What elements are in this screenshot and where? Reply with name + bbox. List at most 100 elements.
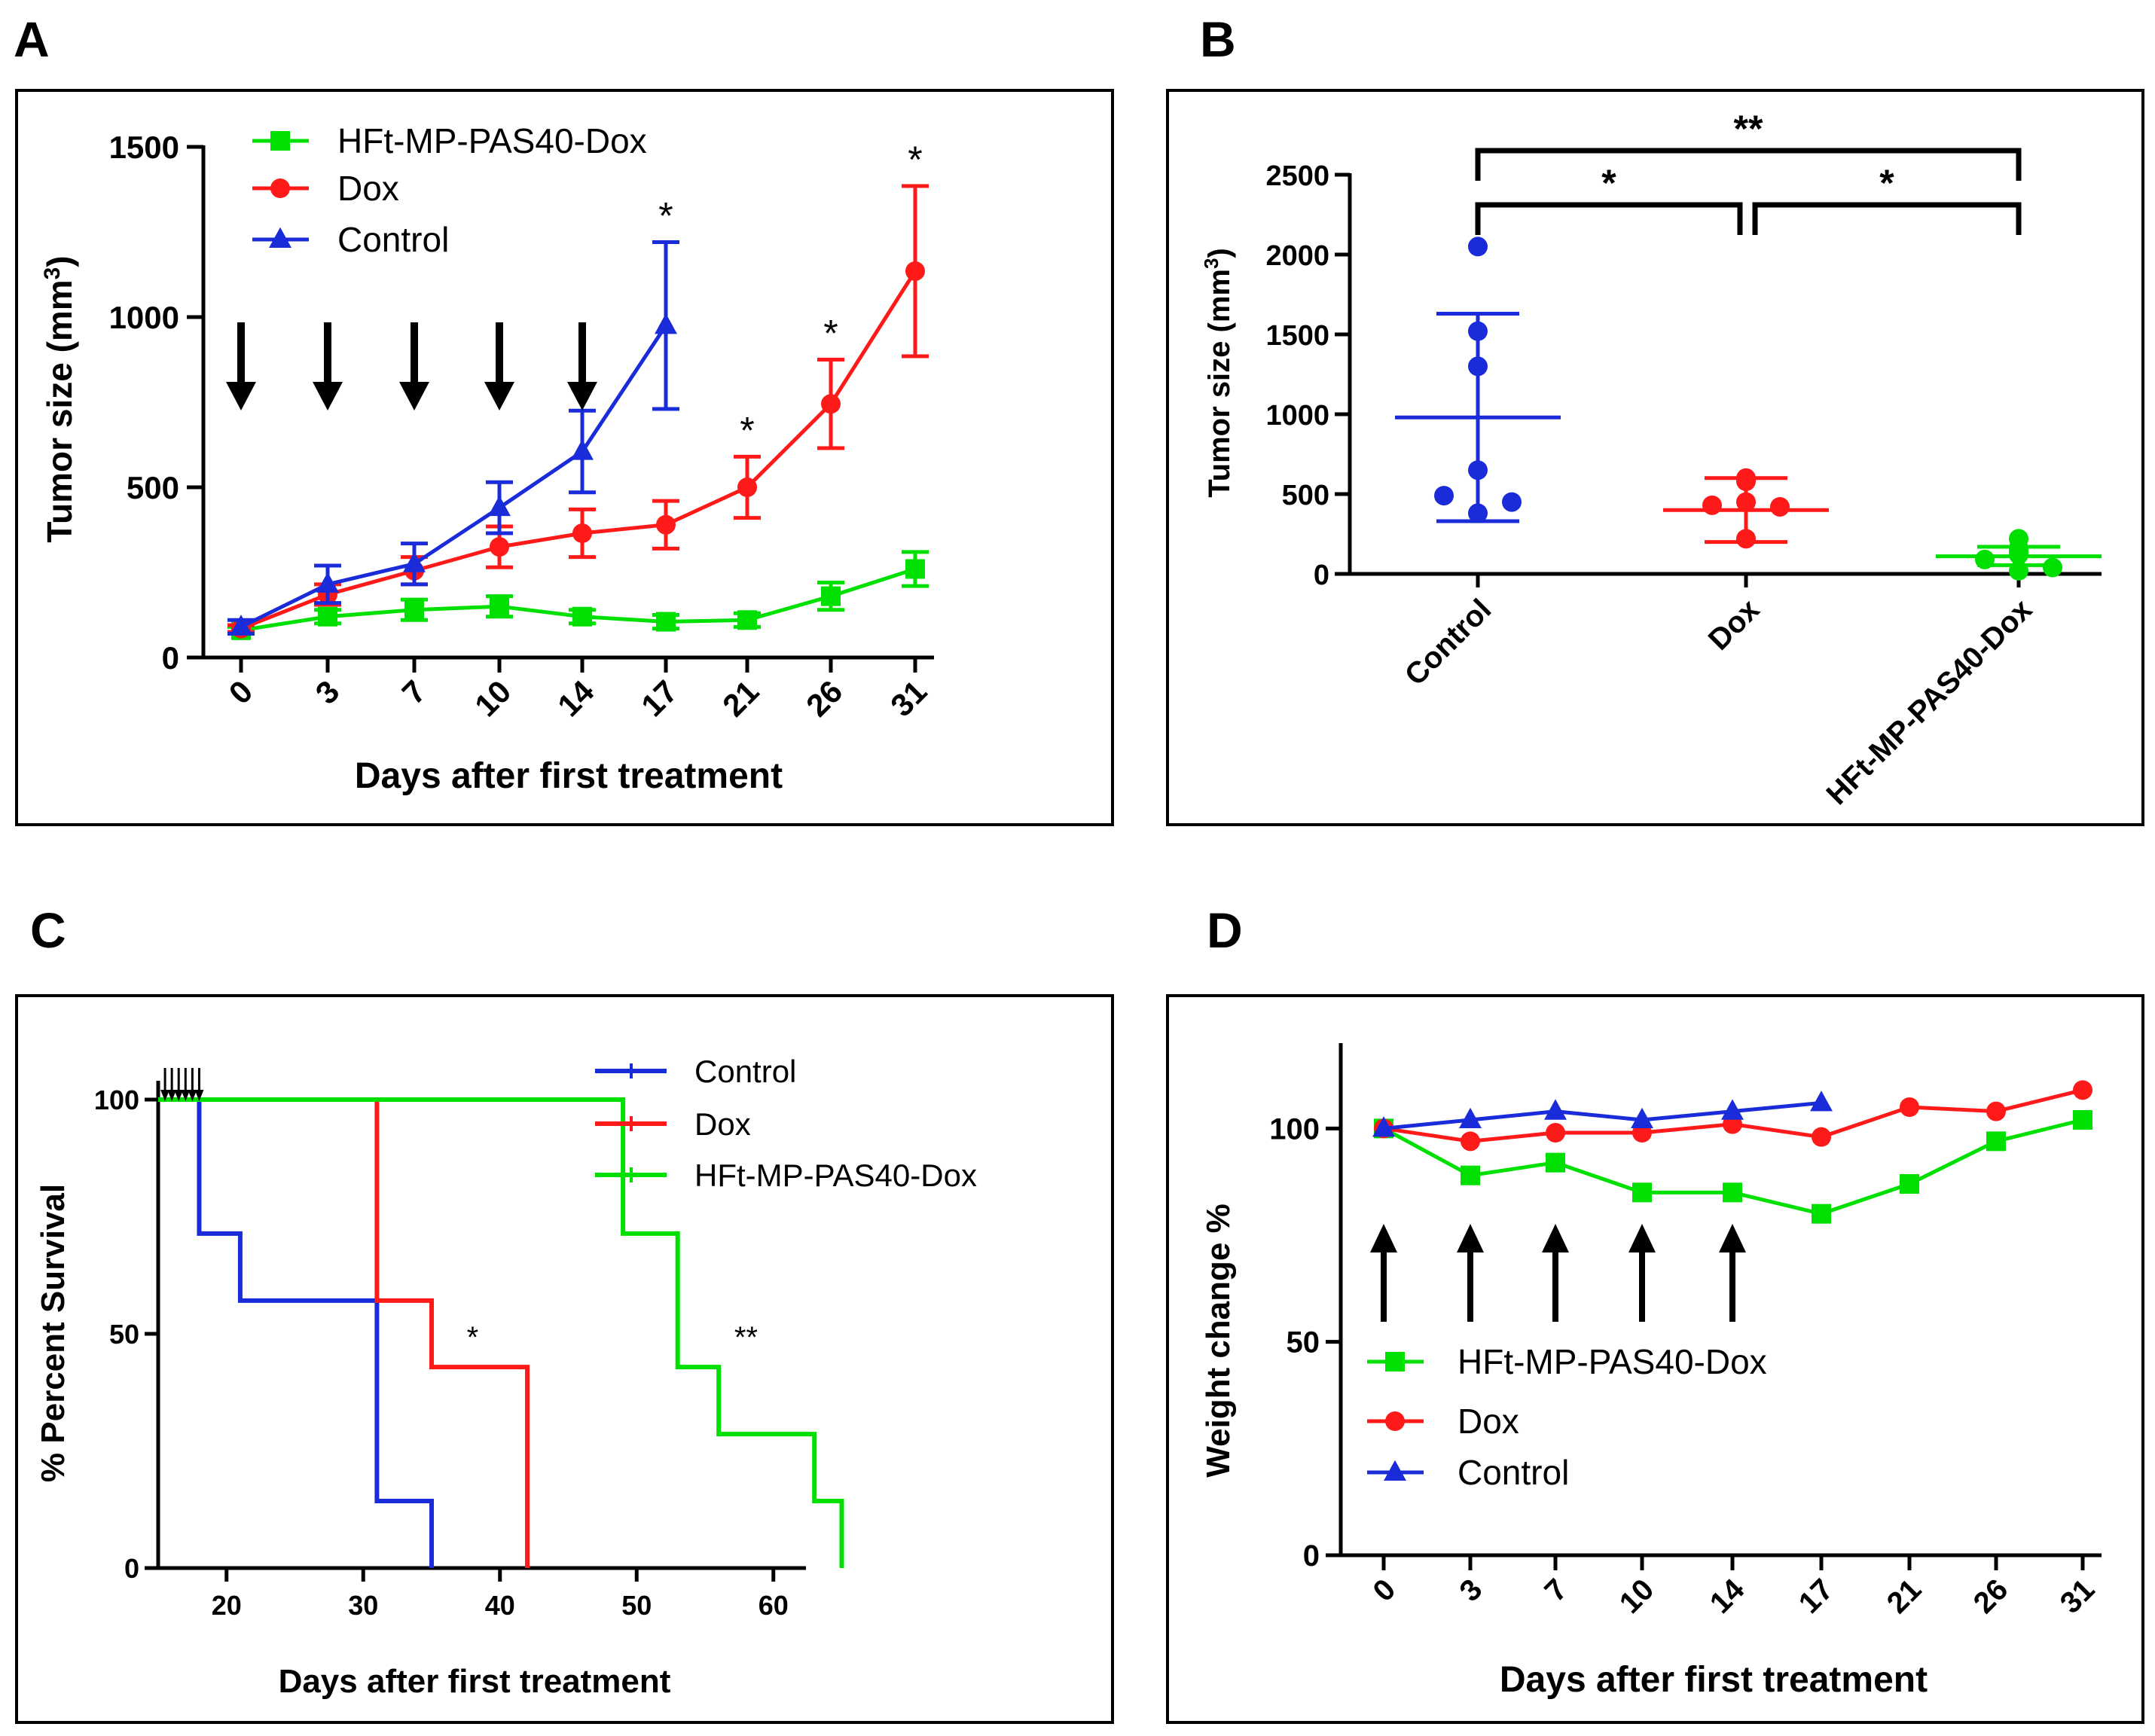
x-tick-label-a: 7 bbox=[395, 673, 433, 711]
data-point-a-blue bbox=[571, 439, 594, 460]
data-point-a-red bbox=[490, 537, 509, 557]
y-axis-title-b: Tumor size (mm3) bbox=[1200, 248, 1236, 498]
legend-label-d: Control bbox=[1458, 1453, 1569, 1492]
panel-label-c: C bbox=[30, 902, 66, 958]
y-axis-title-c: % Percent Survival bbox=[35, 1184, 72, 1482]
y-tick-label-d: 0 bbox=[1303, 1539, 1320, 1573]
x-tick-label-d: 17 bbox=[1793, 1573, 1840, 1620]
x-tick-label-a: 21 bbox=[716, 673, 765, 723]
y-tick-label-b: 500 bbox=[1282, 480, 1329, 511]
y-tick-label-a: 1000 bbox=[109, 300, 179, 335]
legend-label-c: HFt-MP-PAS40-Dox bbox=[694, 1158, 977, 1193]
y-tick-label-a: 1500 bbox=[109, 130, 179, 165]
data-point-a-red bbox=[572, 523, 592, 544]
data-point-a-green bbox=[821, 586, 841, 606]
data-point-d-blue bbox=[1459, 1107, 1482, 1129]
data-point-b-red bbox=[1770, 496, 1790, 517]
x-tick-label-a: 26 bbox=[799, 673, 849, 723]
x-axis-title-d: Days after first treatment bbox=[1500, 1660, 1928, 1700]
treatment-arrow-head-c bbox=[194, 1090, 204, 1101]
data-point-d-green bbox=[1986, 1131, 2006, 1152]
data-point-a-blue bbox=[230, 615, 252, 636]
data-point-b-blue bbox=[1468, 236, 1488, 257]
legend-label-c: Control bbox=[694, 1054, 796, 1089]
data-point-a-blue bbox=[488, 495, 511, 517]
treatment-arrow-d-head bbox=[1542, 1224, 1569, 1252]
data-point-d-green bbox=[2073, 1110, 2092, 1130]
data-point-d-green bbox=[1461, 1165, 1480, 1185]
data-point-d-red bbox=[2073, 1080, 2092, 1100]
treatment-arrow-d-head bbox=[1457, 1224, 1484, 1252]
treatment-arrow-a-head bbox=[226, 382, 256, 410]
treatment-arrow-d-head bbox=[1719, 1224, 1746, 1252]
data-point-a-green bbox=[318, 606, 337, 627]
legend-marker-a bbox=[270, 178, 290, 198]
panel-frame-c bbox=[15, 994, 1114, 1724]
data-point-a-green bbox=[490, 596, 509, 617]
significance-mark-a: * bbox=[740, 409, 754, 451]
category-label-b: Control bbox=[1399, 593, 1498, 692]
x-axis-title-c: Days after first treatment bbox=[279, 1663, 671, 1700]
y-tick-label-b: 2500 bbox=[1265, 160, 1329, 192]
data-point-a-blue bbox=[403, 551, 426, 572]
x-tick-label-a: 14 bbox=[551, 673, 601, 724]
series-line-d-blue bbox=[1383, 1100, 1822, 1130]
series-line-a-blue bbox=[240, 324, 668, 629]
legend-label-a: Dox bbox=[337, 169, 399, 208]
data-point-b-green bbox=[2043, 557, 2062, 578]
data-point-d-red bbox=[1900, 1097, 1919, 1117]
treatment-arrow-a-head bbox=[567, 382, 597, 410]
treatment-arrow-a-head bbox=[484, 382, 514, 410]
y-tick-label-c: 0 bbox=[124, 1553, 139, 1584]
treatment-arrow-head-c bbox=[167, 1090, 177, 1101]
x-tick-label-c: 60 bbox=[759, 1590, 789, 1621]
data-point-d-red bbox=[1461, 1131, 1480, 1152]
legend-marker-d bbox=[1384, 1460, 1406, 1481]
x-tick-label-c: 30 bbox=[348, 1590, 378, 1621]
significance-mark-a: * bbox=[823, 313, 838, 355]
y-tick-label-b: 0 bbox=[1314, 560, 1329, 591]
survival-curve-c-green bbox=[158, 1097, 844, 1568]
legend-label-a: HFt-MP-PAS40-Dox bbox=[337, 121, 647, 160]
data-point-d-blue bbox=[1372, 1116, 1395, 1137]
data-point-d-green bbox=[1546, 1152, 1565, 1173]
y-tick-label-b: 1500 bbox=[1265, 320, 1329, 352]
y-tick-label-c: 50 bbox=[109, 1319, 139, 1350]
significance-bracket-b bbox=[1752, 202, 2022, 235]
data-point-a-green bbox=[572, 606, 592, 627]
x-tick-label-d: 21 bbox=[1881, 1573, 1928, 1620]
y-axis-title-a: Tumor size (mm3) bbox=[40, 255, 80, 542]
data-point-a-blue bbox=[655, 313, 677, 334]
significance-mark-c: * bbox=[467, 1321, 479, 1354]
data-point-b-blue bbox=[1502, 492, 1522, 512]
panel-frame-b bbox=[1166, 89, 2144, 826]
significance-mark-a: * bbox=[908, 139, 922, 181]
chart-panel-a: 0 500 1000 1500 0 3 7 10 14 17 21 26 31 Days after fi… bbox=[40, 121, 934, 796]
survival-curve-c-blue bbox=[158, 1097, 434, 1568]
y-tick-label-b: 1000 bbox=[1265, 400, 1329, 432]
treatment-arrow-d-head bbox=[1628, 1224, 1656, 1252]
panel-frame-a bbox=[15, 89, 1114, 826]
legend-marker-d bbox=[1385, 1411, 1405, 1431]
data-point-a-red bbox=[656, 514, 676, 535]
x-tick-label-a: 10 bbox=[468, 673, 517, 723]
data-point-a-blue bbox=[316, 572, 339, 593]
x-axis-title-a: Days after first treatment bbox=[355, 756, 783, 796]
significance-mark-b: ** bbox=[1734, 108, 1763, 150]
data-point-d-blue bbox=[1810, 1091, 1833, 1112]
y-tick-label-b: 2000 bbox=[1265, 240, 1329, 272]
chart-panel-d: 0 50 100 0 3 7 10 14 17 21 26 31 Days after first tr… bbox=[1200, 1043, 2102, 1700]
x-tick-label-d: 0 bbox=[1367, 1573, 1403, 1608]
data-point-a-green bbox=[737, 610, 757, 630]
treatment-arrow-a-head bbox=[399, 382, 429, 410]
y-tick-label-d: 100 bbox=[1269, 1112, 1320, 1146]
legend-marker-d bbox=[1385, 1352, 1405, 1371]
data-point-d-green bbox=[1723, 1182, 1742, 1203]
significance-bracket-b bbox=[1475, 148, 2022, 181]
y-axis-title-b-superscript: 3 bbox=[1200, 258, 1222, 269]
x-tick-label-c: 20 bbox=[212, 1590, 242, 1621]
data-point-a-red bbox=[737, 477, 757, 497]
data-point-d-red bbox=[1812, 1127, 1831, 1147]
legend-marker-a bbox=[269, 227, 292, 249]
